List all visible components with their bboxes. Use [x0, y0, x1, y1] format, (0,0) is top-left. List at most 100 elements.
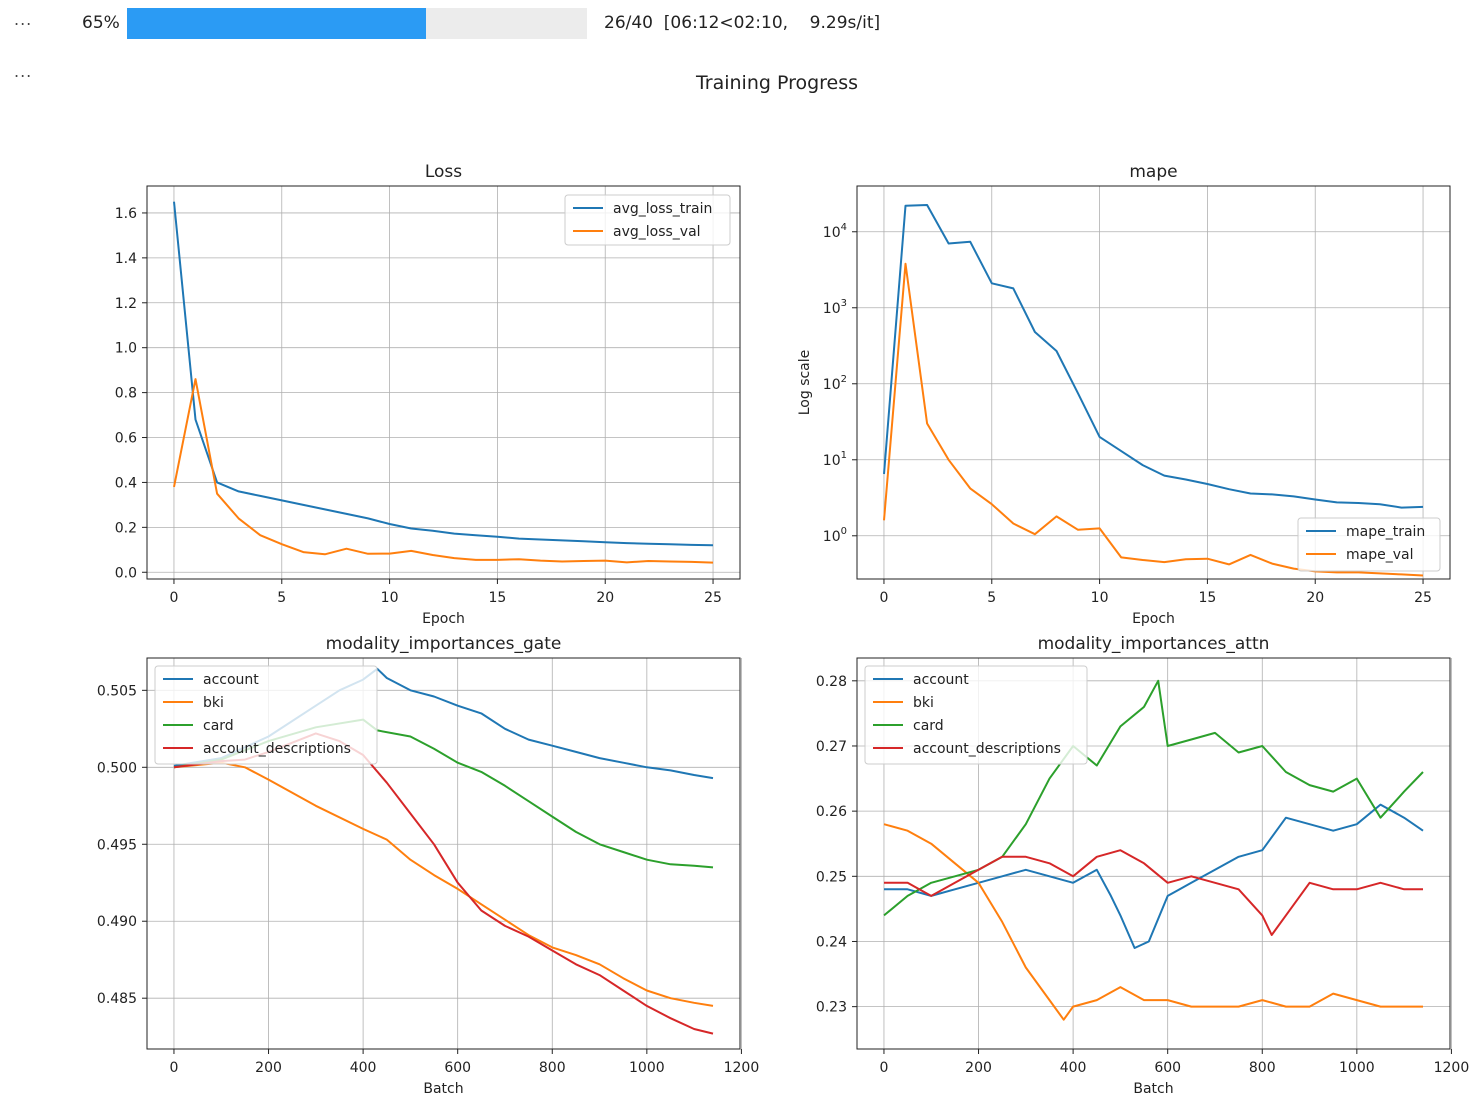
legend-label: mape_val — [1346, 547, 1413, 563]
y-tick-label: 104 — [823, 222, 847, 241]
y-tick-label: 0.25 — [816, 869, 847, 885]
legend-box — [564, 194, 731, 246]
y-tick-label: 101 — [823, 450, 847, 469]
legend-label: avg_loss_val — [613, 224, 701, 240]
legend-label: card — [203, 718, 234, 734]
x-axis-label: Epoch — [422, 611, 465, 627]
cell-menu-ellipsis-bottom[interactable]: ... — [14, 62, 33, 81]
y-tick-label: 0.0 — [115, 565, 137, 581]
x-tick-label: 0 — [169, 590, 178, 606]
axes-frame — [856, 657, 1451, 1050]
y-tick-label: 1.2 — [115, 296, 137, 312]
y-tick-label: 1.0 — [115, 341, 137, 357]
subplot-4: 0 200 400 600 800 1000 1200 0.23 0.24 0.25 0.26 0.2… — [816, 634, 1469, 1097]
series-line-mape_train — [883, 204, 1424, 509]
subplot-title: mape — [1129, 162, 1177, 182]
legend-box — [154, 665, 378, 765]
y-tick-label: 1.6 — [115, 206, 137, 222]
x-tick-label: 600 — [444, 1060, 471, 1076]
x-axis-label: Batch — [423, 1081, 463, 1097]
x-tick-label: 400 — [350, 1060, 377, 1076]
series-line-bki — [883, 823, 1423, 1021]
series-line-account — [884, 803, 1424, 949]
y-tick-label: 0.26 — [816, 804, 847, 820]
y-tick-label: 100 — [823, 526, 847, 545]
subplot-1: 0 5 10 15 20 25 0.0 0.2 0.4 0.6 0.8 1.0 1.2 1.4 1.6 Los… — [115, 162, 741, 627]
legend: avg_loss_train avg_loss_val — [564, 194, 731, 246]
figure-title: Training Progress — [695, 72, 858, 94]
legend: mape_train mape_val — [1297, 517, 1441, 572]
x-tick-label: 15 — [488, 590, 506, 606]
series-line-account_descriptions — [884, 849, 1423, 936]
series-line-avg_loss_val — [173, 378, 714, 564]
x-axis-label: Batch — [1133, 1081, 1173, 1097]
x-tick-label: 25 — [704, 590, 722, 606]
legend: account bki card account_descriptions — [154, 665, 378, 765]
y-tick-label: 0.495 — [97, 837, 137, 853]
x-tick-label: 5 — [987, 590, 996, 606]
x-tick-label: 600 — [1154, 1060, 1181, 1076]
legend: account bki card account_descriptions — [864, 665, 1088, 765]
series-line-avg_loss_train — [173, 201, 714, 547]
legend-label: mape_train — [1346, 524, 1425, 540]
legend-box — [864, 665, 1088, 765]
progress-status: 26/40 [06:12<02:10, 9.29s/it] — [604, 13, 881, 33]
x-tick-label: 200 — [965, 1060, 992, 1076]
cell-menu-ellipsis-top[interactable]: ... — [14, 10, 33, 29]
y-tick-label: 0.490 — [97, 914, 137, 930]
x-tick-label: 800 — [1249, 1060, 1276, 1076]
y-tick-label: 0.28 — [816, 674, 847, 690]
progress-percent: 65% — [82, 13, 120, 33]
series-line-account_descriptions — [173, 732, 714, 1035]
x-tick-label: 0 — [879, 1060, 888, 1076]
x-tick-label: 0 — [879, 590, 888, 606]
y-tick-label: 103 — [823, 298, 847, 317]
x-tick-label: 5 — [277, 590, 286, 606]
subplot-title: modality_importances_gate — [326, 634, 562, 654]
x-tick-label: 1000 — [629, 1060, 665, 1076]
legend-label: account — [203, 672, 259, 688]
subplot-3: 0 200 400 600 800 1000 1200 0.485 0.490 0.495 0.50… — [97, 634, 759, 1097]
x-tick-label: 0 — [169, 1060, 178, 1076]
y-tick-label: 0.23 — [816, 1000, 847, 1016]
y-tick-label: 0.24 — [816, 934, 847, 950]
axes-frame — [146, 657, 741, 1050]
y-tick-label: 0.6 — [115, 431, 137, 447]
subplot-title: Loss — [425, 162, 462, 182]
y-tick-label: 0.485 — [97, 991, 137, 1007]
x-tick-label: 25 — [1414, 590, 1432, 606]
x-tick-label: 10 — [1091, 590, 1109, 606]
x-tick-label: 200 — [255, 1060, 282, 1076]
x-tick-label: 800 — [539, 1060, 566, 1076]
x-tick-label: 1200 — [724, 1060, 760, 1076]
x-tick-label: 10 — [381, 590, 399, 606]
subplot-2: 0 5 10 15 20 25 100 101 102 103 104 mape Epoch Log sc… — [797, 162, 1451, 627]
x-tick-label: 1000 — [1339, 1060, 1375, 1076]
y-tick-label: 0.505 — [97, 683, 137, 699]
x-tick-label: 20 — [1306, 590, 1324, 606]
legend-label: card — [913, 718, 944, 734]
progress-bar — [127, 8, 587, 39]
y-tick-label: 0.500 — [97, 760, 137, 776]
x-tick-label: 20 — [596, 590, 614, 606]
legend-label: account_descriptions — [913, 741, 1061, 757]
y-axis-label: Log scale — [797, 350, 813, 416]
legend-label: account_descriptions — [203, 741, 351, 757]
x-tick-label: 15 — [1198, 590, 1216, 606]
subplot-title: modality_importances_attn — [1038, 634, 1270, 654]
x-tick-label: 1200 — [1434, 1060, 1470, 1076]
legend-label: avg_loss_train — [613, 201, 712, 217]
y-tick-label: 0.27 — [816, 739, 847, 755]
x-tick-label: 400 — [1060, 1060, 1087, 1076]
progress-bar-fill — [127, 8, 426, 39]
y-tick-label: 0.4 — [115, 475, 137, 491]
series-line-mape_val — [883, 262, 1424, 577]
y-tick-label: 102 — [823, 374, 847, 393]
legend-label: bki — [203, 695, 224, 711]
legend-label: account — [913, 672, 969, 688]
x-axis-label: Epoch — [1132, 611, 1175, 627]
y-tick-label: 0.2 — [115, 520, 137, 536]
legend-label: bki — [913, 695, 934, 711]
y-tick-label: 0.8 — [115, 386, 137, 402]
